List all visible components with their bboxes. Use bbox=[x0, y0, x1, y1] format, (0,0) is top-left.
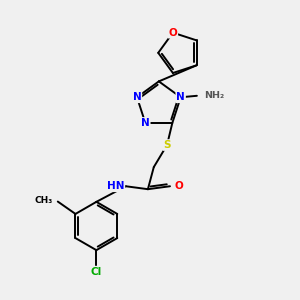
Text: N: N bbox=[141, 118, 150, 128]
Text: CH₃: CH₃ bbox=[34, 196, 52, 205]
Text: NH₂: NH₂ bbox=[204, 91, 224, 100]
Text: O: O bbox=[174, 181, 183, 191]
Text: Cl: Cl bbox=[91, 267, 102, 277]
Text: O: O bbox=[169, 28, 177, 38]
Text: HN: HN bbox=[107, 181, 124, 191]
Text: N: N bbox=[133, 92, 141, 102]
Text: N: N bbox=[176, 92, 185, 102]
Text: S: S bbox=[163, 140, 171, 150]
